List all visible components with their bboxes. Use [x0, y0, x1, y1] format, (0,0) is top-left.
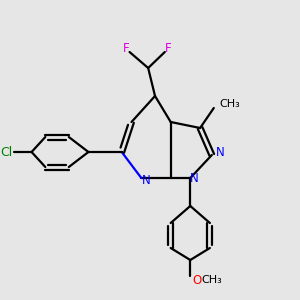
Text: CH₃: CH₃ [202, 275, 222, 285]
Text: N: N [190, 172, 199, 184]
Text: N: N [216, 146, 225, 160]
Text: N: N [142, 175, 151, 188]
Text: CH₃: CH₃ [219, 99, 240, 109]
Text: F: F [164, 41, 171, 55]
Text: O: O [193, 274, 202, 286]
Text: Cl: Cl [0, 146, 12, 158]
Text: F: F [123, 41, 130, 55]
